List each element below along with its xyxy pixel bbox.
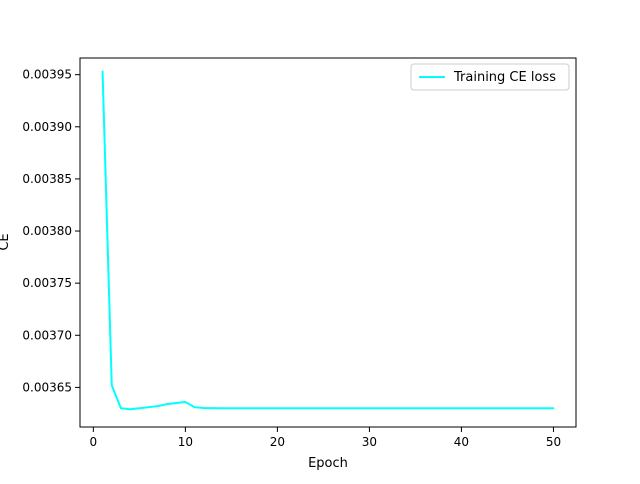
y-tick-label-5: 0.00390 xyxy=(22,120,72,134)
x-tick-label-1: 10 xyxy=(178,435,193,449)
legend-box xyxy=(410,63,570,91)
axes-frame xyxy=(79,57,577,428)
x-tick-label-4: 40 xyxy=(454,435,469,449)
series-line-0 xyxy=(101,70,555,411)
y-tick-label-6: 0.00395 xyxy=(22,68,72,82)
y-tick-label-4: 0.00385 xyxy=(22,172,72,186)
x-tick-label-5: 50 xyxy=(546,435,561,449)
legend-label-training-ce-loss: Training CE loss xyxy=(453,70,556,85)
y-tick-label-0: 0.00365 xyxy=(22,380,72,394)
x-tick-label-2: 20 xyxy=(270,435,285,449)
x-axis-ticks: 0 10 20 30 40 50 xyxy=(90,427,561,449)
x-axis-label: Epoch xyxy=(308,456,348,471)
x-tick-label-0: 0 xyxy=(90,435,98,449)
x-tick-label-3: 30 xyxy=(362,435,377,449)
y-axis-label: CE xyxy=(0,233,12,250)
plot-area: 0 10 20 30 40 50 0.00365 0.00370 0.00375 0.00380… xyxy=(22,57,577,449)
series-layer xyxy=(101,70,555,411)
legend: Training CE loss xyxy=(410,63,570,91)
y-tick-label-3: 0.00380 xyxy=(22,224,72,238)
y-tick-label-2: 0.00375 xyxy=(22,276,72,290)
y-tick-label-1: 0.00370 xyxy=(22,328,72,342)
y-axis-ticks: 0.00365 0.00370 0.00375 0.00380 0.00385 0.003… xyxy=(22,68,80,394)
